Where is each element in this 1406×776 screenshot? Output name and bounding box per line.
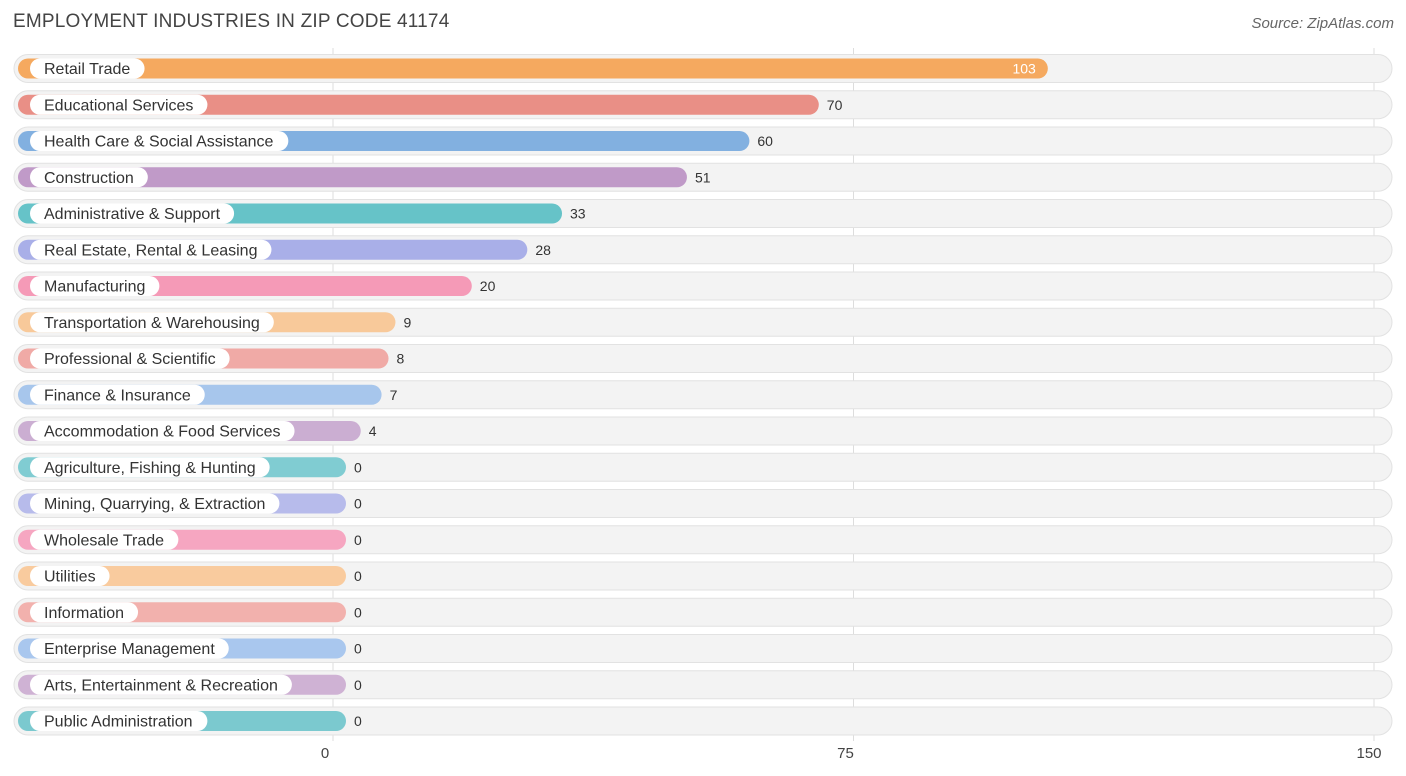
category-label: Transportation & Warehousing xyxy=(44,315,260,332)
category-label-pill xyxy=(30,566,110,586)
value-label: 0 xyxy=(354,677,362,693)
category-label-pill xyxy=(30,131,289,151)
category-label: Mining, Quarrying, & Extraction xyxy=(44,496,265,513)
value-label: 8 xyxy=(397,351,405,367)
category-label-pill xyxy=(30,348,230,369)
value-label: 9 xyxy=(403,314,411,330)
category-label: Public Administration xyxy=(44,714,193,731)
value-label: 20 xyxy=(480,278,496,294)
category-label: Utilities xyxy=(44,569,96,586)
category-label-pill xyxy=(30,203,235,224)
category-label: Educational Services xyxy=(44,97,193,114)
row-track xyxy=(13,489,1393,518)
category-label: Professional & Scientific xyxy=(44,351,216,368)
category-label-pill xyxy=(30,602,139,623)
bar xyxy=(18,94,819,115)
category-label: Manufacturing xyxy=(44,279,145,296)
category-label-pill xyxy=(30,94,208,115)
value-label: 51 xyxy=(695,169,711,185)
category-label-pill xyxy=(30,276,160,296)
value-label: 0 xyxy=(354,604,362,620)
bar xyxy=(18,167,687,188)
value-label: 0 xyxy=(354,459,362,475)
value-label: 7 xyxy=(390,387,398,403)
category-label: Enterprise Management xyxy=(44,641,215,658)
category-label-pill xyxy=(30,384,205,405)
category-label-pill xyxy=(30,239,272,260)
value-label: 0 xyxy=(354,641,362,657)
value-label: 0 xyxy=(354,713,362,729)
x-tick-label: 150 xyxy=(1356,745,1381,762)
category-label-pill xyxy=(30,711,208,731)
category-label: Construction xyxy=(44,170,134,187)
row-track xyxy=(13,634,1393,663)
category-label: Arts, Entertainment & Recreation xyxy=(44,677,278,694)
category-label: Administrative & Support xyxy=(44,206,221,223)
row-track xyxy=(13,670,1393,700)
x-tick-label: 75 xyxy=(837,745,854,762)
value-label: 103 xyxy=(1012,61,1036,77)
category-label: Retail Trade xyxy=(44,61,130,78)
value-label: 28 xyxy=(535,242,551,258)
row-track xyxy=(13,597,1393,627)
category-label: Wholesale Trade xyxy=(44,532,164,549)
value-label: 0 xyxy=(354,532,362,548)
row-track xyxy=(13,525,1393,555)
category-label: Finance & Insurance xyxy=(44,387,191,404)
category-label: Real Estate, Rental & Leasing xyxy=(44,242,257,259)
value-label: 0 xyxy=(354,496,362,512)
category-label-pill xyxy=(30,674,292,695)
category-label: Accommodation & Food Services xyxy=(44,424,281,441)
category-label-pill xyxy=(30,167,148,188)
value-label: 33 xyxy=(570,206,586,222)
category-label: Health Care & Social Assistance xyxy=(44,134,274,151)
category-label-pill xyxy=(30,638,229,659)
value-label: 70 xyxy=(827,97,843,113)
category-label-pill xyxy=(30,493,280,514)
value-label: 0 xyxy=(354,568,362,584)
bar xyxy=(18,58,1048,79)
category-label-pill xyxy=(30,457,270,478)
category-label-pill xyxy=(30,312,274,333)
source-label: Source: ZipAtlas.com xyxy=(1251,15,1394,32)
row-track xyxy=(13,452,1393,482)
category-label: Information xyxy=(44,605,124,622)
value-label: 60 xyxy=(757,133,773,149)
x-tick-label: 0 xyxy=(321,745,329,762)
row-track xyxy=(13,706,1393,736)
row-track xyxy=(13,416,1393,446)
category-label-pill xyxy=(30,421,295,441)
value-label: 4 xyxy=(369,423,377,439)
row-track xyxy=(13,561,1393,591)
category-label-pill xyxy=(30,58,145,79)
category-label: Agriculture, Fishing & Hunting xyxy=(44,460,256,477)
category-label-pill xyxy=(30,529,179,550)
chart-title: EMPLOYMENT INDUSTRIES IN ZIP CODE 41174 xyxy=(13,11,450,32)
